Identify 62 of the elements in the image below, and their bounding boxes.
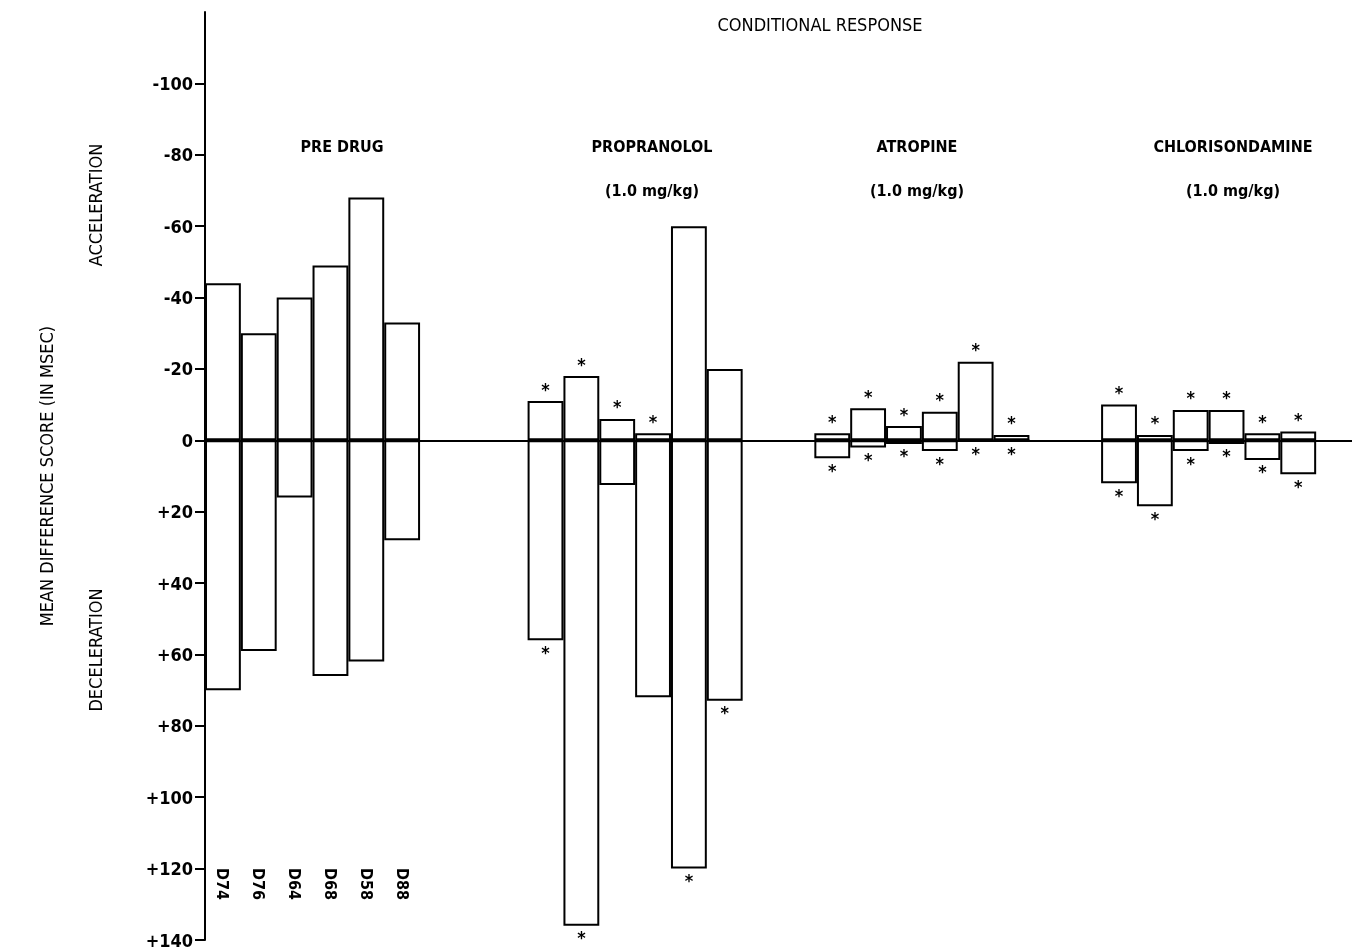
data-label: * [1294,475,1303,497]
data-label: * [935,389,945,411]
data-label: * [1258,461,1268,483]
x-tick-label: D58 [356,868,376,900]
data-label: * [1222,387,1232,409]
annotation: (1.0 mg/kg) [869,180,965,200]
text: ACCELERATION [84,143,106,267]
annotation: PROPRANOLOL [591,136,713,156]
y-tick-label: +140 [145,929,193,951]
y-tick-label: +60 [156,643,193,665]
data-label: * [935,452,945,474]
y-tick-label: +100 [145,786,193,808]
data-label: * [577,927,587,949]
y-tick-label: -20 [163,358,193,380]
data-label: * [1186,387,1196,409]
y-tick-label: -60 [163,215,193,237]
chart-title: CONDITIONAL RESPONSE [717,13,923,35]
y-tick-label: -40 [163,287,193,309]
data-label: * [1150,507,1160,529]
data-label: * [971,339,981,361]
data-label: * [1294,408,1303,430]
data-label: * [863,448,873,470]
annotation: CHLORISONDAMINE [1153,136,1313,156]
data-label: * [541,641,551,663]
x-tick-label: D74 [213,868,233,900]
data-label: * [971,442,981,464]
y-tick-label: 0 [181,429,193,451]
data-label: * [1222,445,1232,467]
annotation: (1.0 mg/kg) [604,180,700,200]
data-label: * [577,353,587,375]
x-tick-label: D64 [285,868,305,900]
x-tick-label: D76 [249,868,269,900]
data-label: * [1114,382,1124,404]
data-label: * [828,459,838,481]
data-label: * [899,445,909,467]
y-tick-label: -80 [163,144,193,166]
annotation: ATROPINE [876,136,958,156]
y-tick-label: +40 [156,572,193,594]
data-label: * [828,410,838,432]
data-label: * [899,403,909,425]
data-label: * [612,396,622,418]
data-label: * [1150,412,1160,434]
data-label: * [720,702,730,724]
y-tick-label: -100 [152,72,193,94]
annotation: PRE DRUG [300,136,384,156]
data-label: * [1114,484,1124,506]
data-label: * [1007,412,1017,434]
data-label: * [1258,410,1268,432]
data-label: * [684,870,694,892]
text: DECELERATION [84,588,106,712]
data-label: * [863,385,873,407]
data-label: * [541,378,551,400]
annotation: (1.0 mg/kg) [1185,180,1281,200]
y-axis-title: MEAN DIFFERENCE SCORE (IN MSEC) [35,325,57,627]
x-tick-label: D68 [320,868,340,900]
data-label: * [1186,452,1196,474]
y-tick-label: +80 [156,715,193,737]
data-label: * [648,410,658,432]
data-label: * [1007,442,1017,464]
x-tick-label: D88 [392,868,412,900]
y-tick-label: +120 [145,858,193,880]
y-tick-label: +20 [156,501,193,523]
